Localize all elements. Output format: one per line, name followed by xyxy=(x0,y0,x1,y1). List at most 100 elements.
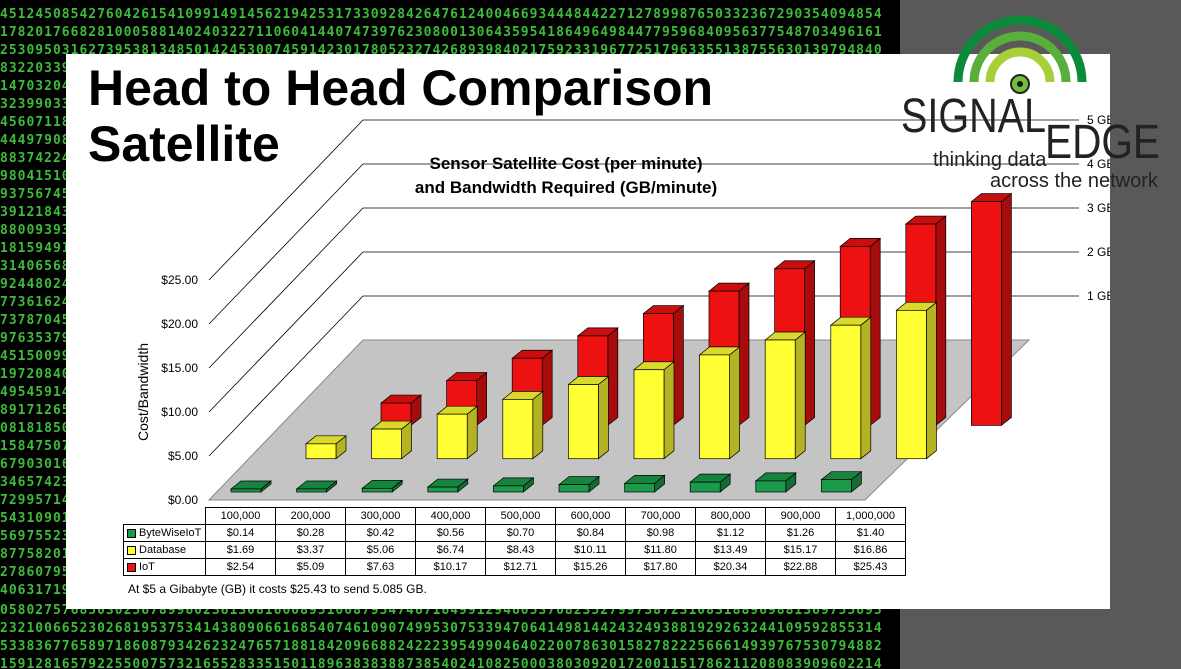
table-cell: $11.80 xyxy=(625,541,696,559)
signal-edge-logo: SIGNAL EDGE thinking data across the net… xyxy=(895,12,1181,192)
bar xyxy=(829,316,872,460)
bar xyxy=(501,390,544,460)
bar xyxy=(370,420,413,460)
bar-side xyxy=(532,390,544,460)
legend-swatch xyxy=(127,562,136,572)
legend-swatch xyxy=(127,528,136,538)
table-cell: $16.86 xyxy=(835,541,906,559)
chart: $0.00 $5.00 $10.00 $15.00 $20.00 $25.00 1 GB 2 … xyxy=(135,113,1110,507)
bar-front xyxy=(502,399,534,460)
category-label: 700,000 xyxy=(625,507,696,525)
bar xyxy=(426,478,469,493)
bar xyxy=(558,475,600,493)
y-tick-label: $15.00 xyxy=(161,361,198,375)
chart-title-line1: Sensor Satellite Cost (per minute) xyxy=(429,154,703,173)
table-cell: $1.26 xyxy=(765,524,836,542)
bar-side xyxy=(738,282,750,427)
bar xyxy=(230,480,272,493)
bar-front xyxy=(755,480,787,493)
bar-front xyxy=(493,485,524,493)
bar xyxy=(754,472,797,493)
table-cell: $10.17 xyxy=(415,558,486,576)
slide-title-line2: Satellite xyxy=(88,116,280,172)
category-label: 100,000 xyxy=(205,507,276,525)
footnote: At $5 a Gibabyte (GB) it costs $25.43 to… xyxy=(128,582,427,596)
bar xyxy=(445,371,488,427)
table-corner xyxy=(124,508,206,525)
category-label: 300,000 xyxy=(345,507,416,525)
bar-front xyxy=(361,487,393,493)
matrix-digit-row: 2321006652302681953753414380906616854074… xyxy=(0,621,883,636)
table-cell: $0.70 xyxy=(485,524,556,542)
category-label: 400,000 xyxy=(415,507,486,525)
signal-arc xyxy=(953,15,1087,83)
matrix-digit-row: 1782017668281000588140240322711060414407… xyxy=(0,25,883,40)
category-label: 600,000 xyxy=(555,507,626,525)
table-cell: $5.06 xyxy=(345,541,416,559)
table-cell: $0.84 xyxy=(555,524,626,542)
bar-front xyxy=(821,479,852,493)
table-cell: $0.98 xyxy=(625,524,696,542)
legend-entry: IoT xyxy=(123,558,206,576)
matrix-digit-row: 1591281657922550075732165528335150118963… xyxy=(0,657,883,669)
table-row: ByteWiseIoT $0.14 $0.28 $0.42 $0.56 $0.70 $0.8… xyxy=(123,524,906,542)
bar-side xyxy=(869,237,881,427)
bar-front xyxy=(436,413,468,460)
table-cell: $0.28 xyxy=(275,524,346,542)
legend-swatch xyxy=(127,545,136,555)
table-cell: $15.17 xyxy=(765,541,836,559)
bar xyxy=(689,473,732,493)
table-cell: $15.26 xyxy=(555,558,626,576)
category-label: 1,000,000 xyxy=(835,507,906,525)
chart-title-line2: and Bandwidth Required (GB/minute) xyxy=(414,178,718,197)
bar-side xyxy=(476,371,487,427)
bar xyxy=(305,435,347,460)
y2-tick-label: 3 GB xyxy=(1087,201,1110,215)
logo-word-edge: EDGE xyxy=(1045,116,1160,169)
bar-front xyxy=(624,483,655,493)
signal-arc xyxy=(969,31,1071,83)
table-cell: $7.63 xyxy=(345,558,416,576)
table-cell: $12.71 xyxy=(485,558,556,576)
table-cell: $1.12 xyxy=(695,524,766,542)
gridline-side xyxy=(208,295,364,457)
gridline-side xyxy=(208,119,364,281)
table-cell: $0.56 xyxy=(415,524,486,542)
category-label: 200,000 xyxy=(275,507,346,525)
matrix-digit-row: 4512450854276042615410991491456219425317… xyxy=(0,7,883,22)
bar xyxy=(492,477,535,493)
y-tick-label: $10.00 xyxy=(161,405,198,419)
bar xyxy=(361,479,404,493)
bar-front xyxy=(764,339,796,460)
table-cell: $8.43 xyxy=(485,541,556,559)
table-row: Database $1.69 $3.37 $5.06 $6.74 $8.43 $10.11 $… xyxy=(123,541,906,559)
bar xyxy=(633,361,675,460)
table-header-row: 100,000 200,000 300,000 400,000 500,000 600,0… xyxy=(124,507,906,525)
bar-front xyxy=(296,488,327,493)
table-cell: $2.54 xyxy=(205,558,276,576)
table-cell: $22.88 xyxy=(765,558,836,576)
bar-side xyxy=(663,361,675,460)
bar-front xyxy=(230,488,262,493)
bar-side xyxy=(598,375,609,460)
table-cell: $1.40 xyxy=(835,524,906,542)
bar xyxy=(623,474,666,493)
table-cell: $10.11 xyxy=(555,541,626,559)
data-table: 100,000 200,000 300,000 400,000 500,000 600,0… xyxy=(123,507,906,576)
bar xyxy=(970,192,1013,427)
y2-tick-label: 1 GB xyxy=(1087,289,1110,303)
table-cell: $1.69 xyxy=(205,541,276,559)
bar-front xyxy=(896,309,927,460)
logo-tagline-2: across the network xyxy=(990,170,1159,192)
bar-front xyxy=(699,354,730,460)
table-cell: $5.09 xyxy=(275,558,346,576)
bar-front xyxy=(568,384,599,460)
y-tick-label: $5.00 xyxy=(168,449,198,463)
bar-front xyxy=(371,428,402,460)
gridline-side xyxy=(208,163,364,325)
bar-front xyxy=(427,486,459,493)
legend-label: ByteWiseIoT xyxy=(139,527,202,539)
logo-word-signal: SIGNAL xyxy=(901,90,1046,143)
table-row: IoT $2.54 $5.09 $7.63 $10.17 $12.71 $15.26 $17.… xyxy=(123,558,906,576)
bar xyxy=(380,394,422,427)
